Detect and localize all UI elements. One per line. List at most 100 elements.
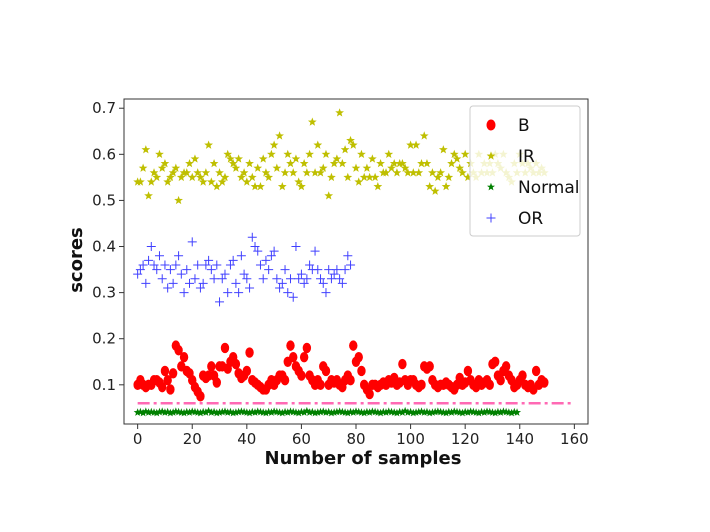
point-normal: [403, 408, 412, 416]
point-normal: [305, 408, 314, 416]
point-b: [518, 370, 527, 381]
point-ir: [228, 158, 238, 168]
point-ir: [185, 158, 194, 168]
point-or: [206, 265, 216, 275]
point-or: [185, 278, 195, 288]
point-ir: [346, 135, 355, 145]
point-or: [261, 255, 271, 265]
point-ir: [226, 154, 235, 163]
legend-entry-normal: Normal: [487, 178, 580, 198]
legend-label-or: OR: [518, 209, 543, 229]
point-b: [158, 381, 167, 393]
point-b: [349, 340, 358, 351]
point-or: [157, 274, 167, 284]
point-b: [289, 351, 298, 363]
point-normal: [349, 408, 358, 416]
point-or: [269, 246, 279, 256]
point-ir: [406, 140, 415, 149]
point-ir: [327, 172, 336, 182]
point-ir: [141, 145, 151, 154]
point-b: [302, 342, 312, 354]
point-ir: [196, 172, 205, 182]
point-ir: [152, 172, 162, 182]
point-ir: [198, 177, 208, 186]
point-b: [321, 365, 331, 377]
point-or: [313, 265, 323, 275]
legend-marker-or: [486, 213, 496, 223]
point-or: [160, 260, 170, 270]
point-normal: [166, 408, 175, 417]
point-ir: [425, 181, 435, 191]
point-ir: [316, 168, 325, 177]
point-ir: [171, 163, 181, 172]
point-ir: [436, 168, 445, 177]
point-normal: [332, 407, 341, 416]
point-ir: [272, 163, 282, 172]
point-or: [329, 269, 339, 279]
point-normal: [474, 408, 483, 417]
point-b: [286, 340, 295, 351]
y-axis-title: scores: [66, 227, 87, 293]
point-ir: [307, 117, 317, 126]
point-ir: [187, 172, 197, 182]
point-or: [187, 237, 197, 247]
point-ir: [245, 158, 254, 168]
point-normal: [376, 408, 385, 417]
point-ir: [138, 163, 148, 172]
point-normal: [196, 408, 205, 417]
point-ir: [417, 158, 426, 168]
point-normal: [207, 408, 216, 416]
legend-label-ir: IR: [518, 147, 535, 167]
point-ir: [174, 195, 183, 205]
point-ir: [400, 163, 410, 172]
point-b: [417, 379, 426, 391]
y-tick-label: 0.2: [92, 330, 116, 348]
point-or: [247, 232, 257, 242]
point-ir: [231, 163, 241, 172]
point-ir: [299, 158, 309, 168]
point-b: [346, 375, 355, 386]
point-or: [283, 288, 293, 298]
point-ir: [460, 149, 470, 159]
point-normal: [204, 406, 213, 415]
point-ir: [234, 154, 244, 163]
point-ir: [357, 149, 366, 159]
point-ir: [365, 172, 375, 182]
point-ir: [463, 172, 473, 182]
point-normal: [251, 408, 260, 416]
point-or: [204, 255, 214, 265]
point-b: [299, 351, 309, 363]
point-b: [166, 384, 175, 395]
point-b: [207, 361, 216, 372]
point-normal: [513, 408, 522, 416]
point-ir: [267, 149, 276, 159]
point-b: [463, 365, 473, 377]
point-ir: [288, 168, 298, 177]
point-normal: [458, 408, 467, 417]
point-normal: [139, 408, 148, 417]
point-b: [316, 379, 325, 391]
point-ir: [269, 140, 279, 149]
point-ir: [163, 177, 173, 186]
point-or: [231, 278, 241, 288]
point-ir: [455, 163, 465, 172]
point-ir: [220, 172, 230, 182]
point-or: [266, 251, 276, 261]
point-ir: [318, 163, 328, 172]
point-or: [234, 288, 244, 298]
point-or: [171, 260, 181, 270]
legend-label-normal: Normal: [518, 178, 580, 198]
point-normal: [223, 408, 232, 416]
point-ir: [258, 154, 268, 163]
point-ir: [392, 168, 402, 177]
point-ir: [136, 177, 145, 186]
point-ir: [444, 172, 454, 182]
point-normal: [414, 407, 423, 416]
point-ir: [348, 140, 358, 149]
point-or: [133, 269, 143, 279]
point-or: [141, 278, 151, 288]
point-normal: [401, 406, 410, 415]
point-normal: [428, 408, 437, 416]
point-normal: [231, 408, 240, 416]
